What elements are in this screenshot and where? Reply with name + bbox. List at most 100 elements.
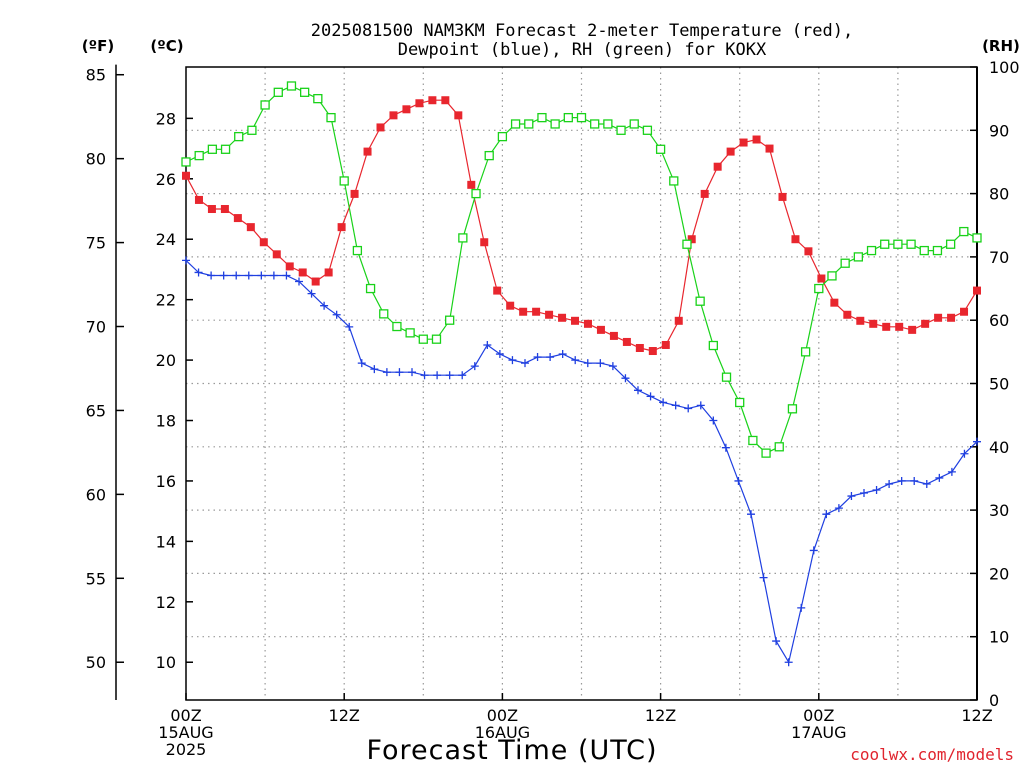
rh-tick-label: 60 [989,311,1009,330]
temperature-point [609,331,618,340]
rh-point [774,442,784,452]
temperature-point [493,286,502,295]
dewpoint-point [345,322,354,331]
celsius-tick-label: 28 [156,109,176,128]
rh-point [365,283,376,294]
dewpoint-point [495,350,504,359]
dewpoint-point [847,492,856,501]
temperature-point [233,214,242,223]
rh-point [655,144,666,154]
celsius-tick-label: 20 [156,351,176,370]
temperature-point [532,307,541,316]
temperature-point [947,313,956,322]
temperature-point [804,247,813,256]
rh-point [945,239,956,249]
dewpoint-point [395,368,404,377]
rh-point [497,131,508,142]
source-credit: coolwx.com/models [850,745,1014,764]
dewpoint-point [194,268,203,277]
temperature-point [869,319,878,328]
dewpoint-point [721,443,730,452]
dewpoint-point [797,603,806,612]
dewpoint-point [671,401,680,410]
celsius-tick-label: 14 [156,532,176,551]
rh-point [708,340,718,351]
fahrenheit-tick-label: 50 [86,653,106,672]
dewpoint-point [634,386,642,395]
temperature-point [817,274,826,283]
temperature-point [298,268,307,277]
rh-tick-label: 10 [989,628,1009,647]
rh-point [458,233,468,243]
temperature-point [856,316,865,325]
dewpoint-point [458,371,467,380]
rh-point [814,283,824,294]
rh-point [827,271,837,281]
dewpoint-point [508,356,517,365]
rh-point [524,119,534,129]
rh-point [471,188,481,199]
rh-point [273,87,283,97]
dewpoint-point [558,350,567,359]
temperature-point [596,325,605,334]
x-tick-label-line: 00Z [487,706,518,725]
rh-point [247,125,257,135]
chart-title-line-1: 2025081500 NAM3KM Forecast 2-meter Tempe… [311,21,853,41]
dewpoint-point [822,510,831,519]
rh-point [616,125,626,135]
temperature-point [973,286,981,295]
rh-tick-label: 20 [989,564,1009,583]
rh-tick-label: 80 [989,185,1009,204]
rh-tick-label: 50 [989,375,1009,394]
dewpoint-point [872,486,881,495]
x-tick-label: 12Z [961,706,992,725]
rh-tick-label: 0 [989,691,999,710]
rh-point [919,245,929,256]
dewpoint-point [973,437,981,446]
rh-point [181,157,191,167]
rh-point [510,119,521,129]
chart-axes: 10 12 14 16 18 20 22 24 26 28 50 55 60 65 70 75 80 85 0 10 2… [86,58,1020,710]
x-tick-label: 00Z 16AUG [475,706,530,742]
rh-point [695,296,705,306]
rh-point [484,150,494,161]
x-tick-label-line: 00Z [170,706,201,725]
rh-point [682,239,692,249]
dewpoint-point [646,392,655,401]
temperature-point [454,111,463,120]
dewpoint-point [621,374,630,383]
rh-point [207,144,218,154]
temperature-point [376,123,385,132]
temperature-point [713,162,722,171]
fahrenheit-axis-unit: (ºF) [82,37,114,55]
temperature-point [389,111,398,120]
dewpoint-point [684,404,693,413]
dewpoint-point [659,398,668,407]
rh-point [379,309,389,319]
temperature-point [506,301,515,310]
temperature-point [830,298,839,307]
rh-tick-label: 40 [989,438,1009,457]
x-tick-label: 00Z 17AUG [791,706,846,742]
rh-point [735,397,745,408]
dewpoint-point [445,371,454,380]
temperature-point [324,268,333,277]
temperature-point [765,144,774,153]
dewpoint-point [470,362,479,371]
rh-point [313,94,323,104]
temperature-point [402,105,411,114]
dewpoint-point [282,271,291,280]
dewpoint-point [696,401,705,410]
temperature-point [220,205,229,214]
rh-point [800,347,811,357]
temperature-point [778,192,787,201]
temperature-point [571,316,580,325]
fahrenheit-tick-label: 80 [86,150,106,169]
dewpoint-point [784,658,793,667]
temperature-point [752,135,761,144]
temperature-line [185,99,978,352]
temperature-point [246,223,255,232]
rh-point [669,176,679,186]
